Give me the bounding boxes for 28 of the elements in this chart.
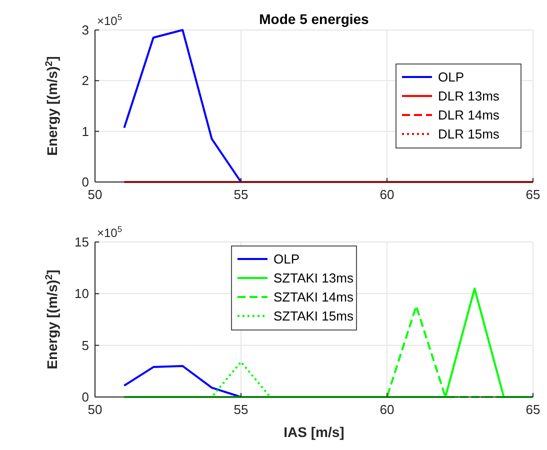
x-tick-label: 60 — [380, 187, 394, 202]
legend-label: OLP — [274, 252, 300, 266]
legend-label: DLR 13ms — [438, 88, 500, 104]
legend-label: DLR 15ms — [438, 126, 500, 142]
text: ×10$^{5}$ — [97, 12, 122, 28]
y-tick-label: 2 — [82, 73, 89, 88]
y-tick-label: 15 — [74, 234, 89, 250]
legend-label: DLR 14ms — [438, 108, 500, 122]
text: ×10$^{5}$ — [97, 224, 122, 240]
x-tick-label: 55 — [234, 402, 248, 417]
x-tick-label: 50 — [88, 402, 102, 417]
legend-label: SZTAKI 15ms — [274, 308, 354, 324]
y-tick-label: 1 — [82, 124, 89, 139]
legend-label: OLP — [438, 70, 464, 84]
y-tick-label: 0 — [82, 390, 89, 404]
y-tick-label: 0 — [82, 174, 89, 190]
chart-title: Mode 5 energies — [259, 11, 370, 27]
legend-label: SZTAKI 13ms — [274, 270, 354, 286]
y-tick-label: 5 — [82, 338, 89, 353]
x-axis-title: IAS [m/s] — [284, 424, 344, 440]
y-tick-label: 10 — [74, 286, 89, 302]
x-tick-label: 50 — [88, 187, 102, 202]
x-tick-label: 65 — [526, 187, 540, 202]
x-tick-label: 65 — [526, 402, 540, 417]
legend-label: SZTAKI 14ms — [274, 290, 354, 304]
x-tick-label: 55 — [234, 187, 248, 202]
y-tick-label: 3 — [82, 22, 89, 38]
x-tick-label: 60 — [380, 402, 394, 417]
